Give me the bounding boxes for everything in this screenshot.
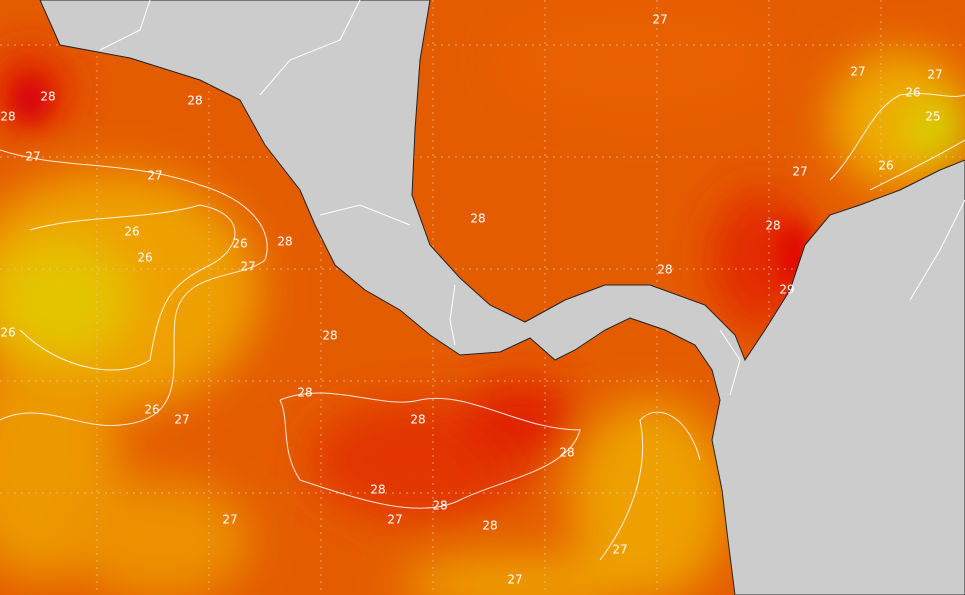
contour-label: 27 (612, 543, 627, 557)
isotherm (19, 204, 236, 371)
contour-labels: 28 28 28 27 27 26 26 26 27 28 26 28 26 27 28 28 28 28 28 27… (0, 13, 942, 587)
contour-label: 28 (657, 263, 672, 277)
contour-label: 28 (765, 219, 780, 233)
contour-label: 28 (410, 413, 425, 427)
contour-label: 28 (277, 235, 292, 249)
isotherm (279, 392, 581, 509)
contour-label: 28 (559, 446, 574, 460)
contour-label: 28 (482, 519, 497, 533)
contour-label: 26 (144, 403, 159, 417)
land (39, 0, 965, 595)
isotherm (869, 139, 965, 191)
border (319, 204, 411, 226)
border (259, 0, 361, 96)
borders (99, 0, 965, 396)
border (449, 284, 456, 346)
isotherm (599, 411, 701, 561)
contour-label: 27 (652, 13, 667, 27)
contour-label: 26 (878, 159, 893, 173)
isotherm (0, 149, 268, 427)
contour-label: 28 (0, 110, 15, 124)
contour-label: 27 (387, 513, 402, 527)
contour-label: 25 (925, 110, 940, 124)
contour-label: 27 (25, 150, 40, 164)
contour-label: 28 (187, 94, 202, 108)
contour-label: 28 (322, 329, 337, 343)
contour-label: 29 (779, 283, 794, 297)
contour-label: 28 (40, 90, 55, 104)
isotherm (829, 93, 965, 181)
border (909, 199, 965, 301)
contour-label: 26 (137, 251, 152, 265)
contour-label: 28 (297, 386, 312, 400)
border (99, 0, 151, 51)
contour-label: 27 (792, 165, 807, 179)
contour-label: 26 (124, 225, 139, 239)
contour-label: 26 (0, 326, 15, 340)
contour-label: 27 (147, 169, 162, 183)
contour-label: 27 (850, 65, 865, 79)
contour-label: 27 (222, 513, 237, 527)
contour-label: 27 (240, 260, 255, 274)
contour-label: 27 (507, 573, 522, 587)
border (719, 329, 741, 396)
contour-label: 28 (432, 499, 447, 513)
contour-label: 28 (470, 212, 485, 226)
contour-label: 27 (927, 68, 942, 82)
isotherms (0, 93, 965, 561)
contour-label: 27 (174, 413, 189, 427)
contour-label: 26 (232, 237, 247, 251)
contour-label: 28 (370, 483, 385, 497)
contour-label: 26 (905, 86, 920, 100)
